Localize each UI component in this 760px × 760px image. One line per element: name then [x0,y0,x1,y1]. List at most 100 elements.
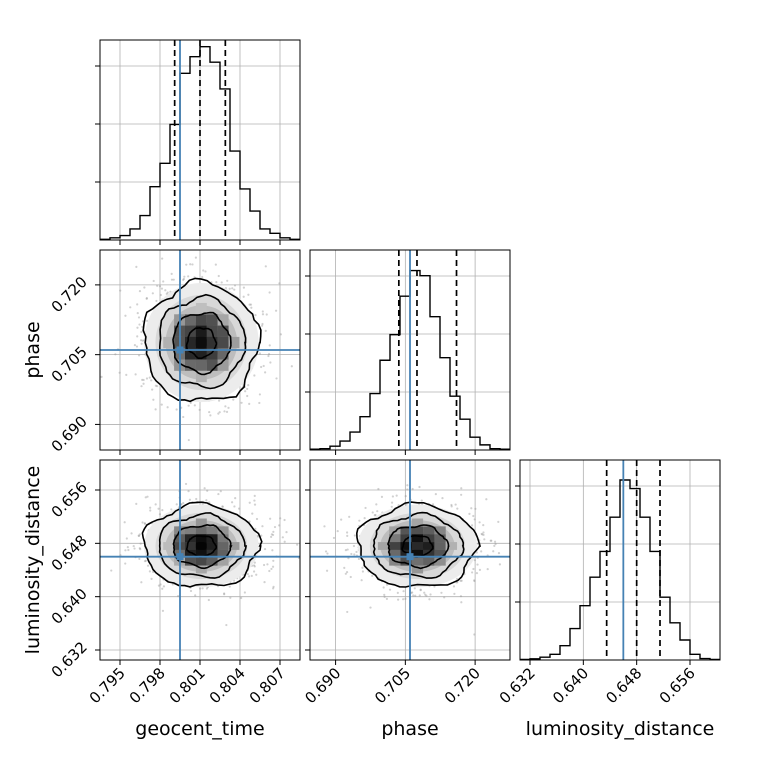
sample-point [182,277,185,281]
density-cell [400,557,412,566]
sample-point [119,289,122,292]
sample-point [138,533,141,536]
sample-point [125,373,128,376]
sample-point [346,548,349,551]
density-cell [184,359,196,371]
sample-point [390,501,394,504]
sample-point [225,623,228,627]
sample-point [429,593,432,596]
sample-point [171,583,174,586]
sample-point [244,390,247,393]
sample-point [482,533,485,537]
sample-point [489,539,492,542]
density-cell [184,549,196,558]
density-cell [217,314,229,326]
sample-point [136,303,139,306]
sample-point [144,496,147,499]
density-cell [411,534,424,543]
sample-point [478,568,482,571]
sample-point [358,519,361,522]
sample-point [136,326,139,329]
sample-point [251,512,254,515]
sample-point [170,508,173,511]
sample-point [268,291,271,294]
sample-point [228,585,231,588]
density-cell [434,526,446,535]
density-cell [195,526,207,535]
sample-point [498,563,502,566]
sample-point [344,549,347,552]
sample-point [267,352,271,356]
truth-marker [176,346,184,354]
sample-point [148,376,151,379]
sample-point [144,522,147,525]
sample-point [149,506,152,509]
density-cell [434,534,446,543]
sample-point [460,601,463,604]
sample-point [281,536,284,539]
sample-point [142,378,145,382]
sample-point [411,591,414,594]
sample-point [161,509,164,512]
sample-point [272,530,275,533]
sample-point [202,269,205,272]
density-cell [206,336,218,349]
sample-point [220,281,223,284]
sample-point [473,579,476,582]
density-cell [195,542,207,550]
density-cell [434,549,446,558]
sample-point [352,544,356,548]
sample-point [223,592,226,595]
sample-point [203,487,206,490]
sample-point [497,552,501,555]
sample-point [346,534,349,537]
sample-point [406,484,409,487]
sample-point [468,512,471,516]
sample-point [388,588,392,591]
sample-point [261,322,264,326]
sample-point [164,289,167,292]
sample-point [221,505,224,508]
sample-point [459,579,462,582]
sample-point [161,609,165,612]
sample-point [253,499,256,502]
sample-point [132,544,135,548]
density-cell [434,542,446,550]
sample-point [371,511,374,514]
sample-point [258,352,262,355]
sample-point [160,403,163,406]
sample-point [134,373,137,376]
sample-point [278,282,281,285]
sample-point [189,589,193,593]
sample-point [225,410,229,413]
panel-frame [99,249,301,451]
sample-point [336,530,339,533]
sample-point [272,559,275,562]
panel-frame [309,249,511,451]
sample-point [402,590,405,593]
sample-point [455,577,459,580]
sample-point [326,552,329,555]
sample-point [242,286,245,289]
sample-point [266,563,269,566]
sample-point [482,524,485,527]
sample-point [143,286,146,289]
sample-point [159,583,162,586]
density-cell [195,518,207,527]
panel-frame [309,459,511,661]
density-cell [195,557,207,566]
sample-point [261,310,264,313]
sample-point [376,510,379,513]
sample-point [247,384,250,387]
sample-point [248,303,251,306]
density-cell [206,359,218,371]
sample-point [423,591,426,594]
density-cell [389,526,401,535]
x-axis-label-geocent-time: geocent_time [135,718,264,740]
sample-point [219,490,222,493]
sample-point [141,378,144,381]
density-cell [195,314,207,326]
sample-point [473,518,476,521]
sample-point [152,279,155,283]
sample-point [406,488,409,491]
